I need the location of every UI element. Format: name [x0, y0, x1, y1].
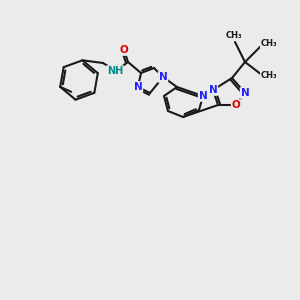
Text: N: N: [134, 82, 142, 92]
Text: O: O: [232, 100, 240, 110]
Text: CH₃: CH₃: [226, 31, 242, 40]
Text: N: N: [159, 72, 167, 82]
Text: CH₃: CH₃: [261, 71, 277, 80]
Text: N: N: [208, 85, 217, 95]
Text: N: N: [199, 91, 207, 101]
Text: CH₃: CH₃: [261, 40, 277, 49]
Text: N: N: [241, 88, 249, 98]
Text: O: O: [120, 45, 128, 55]
Text: NH: NH: [107, 66, 123, 76]
